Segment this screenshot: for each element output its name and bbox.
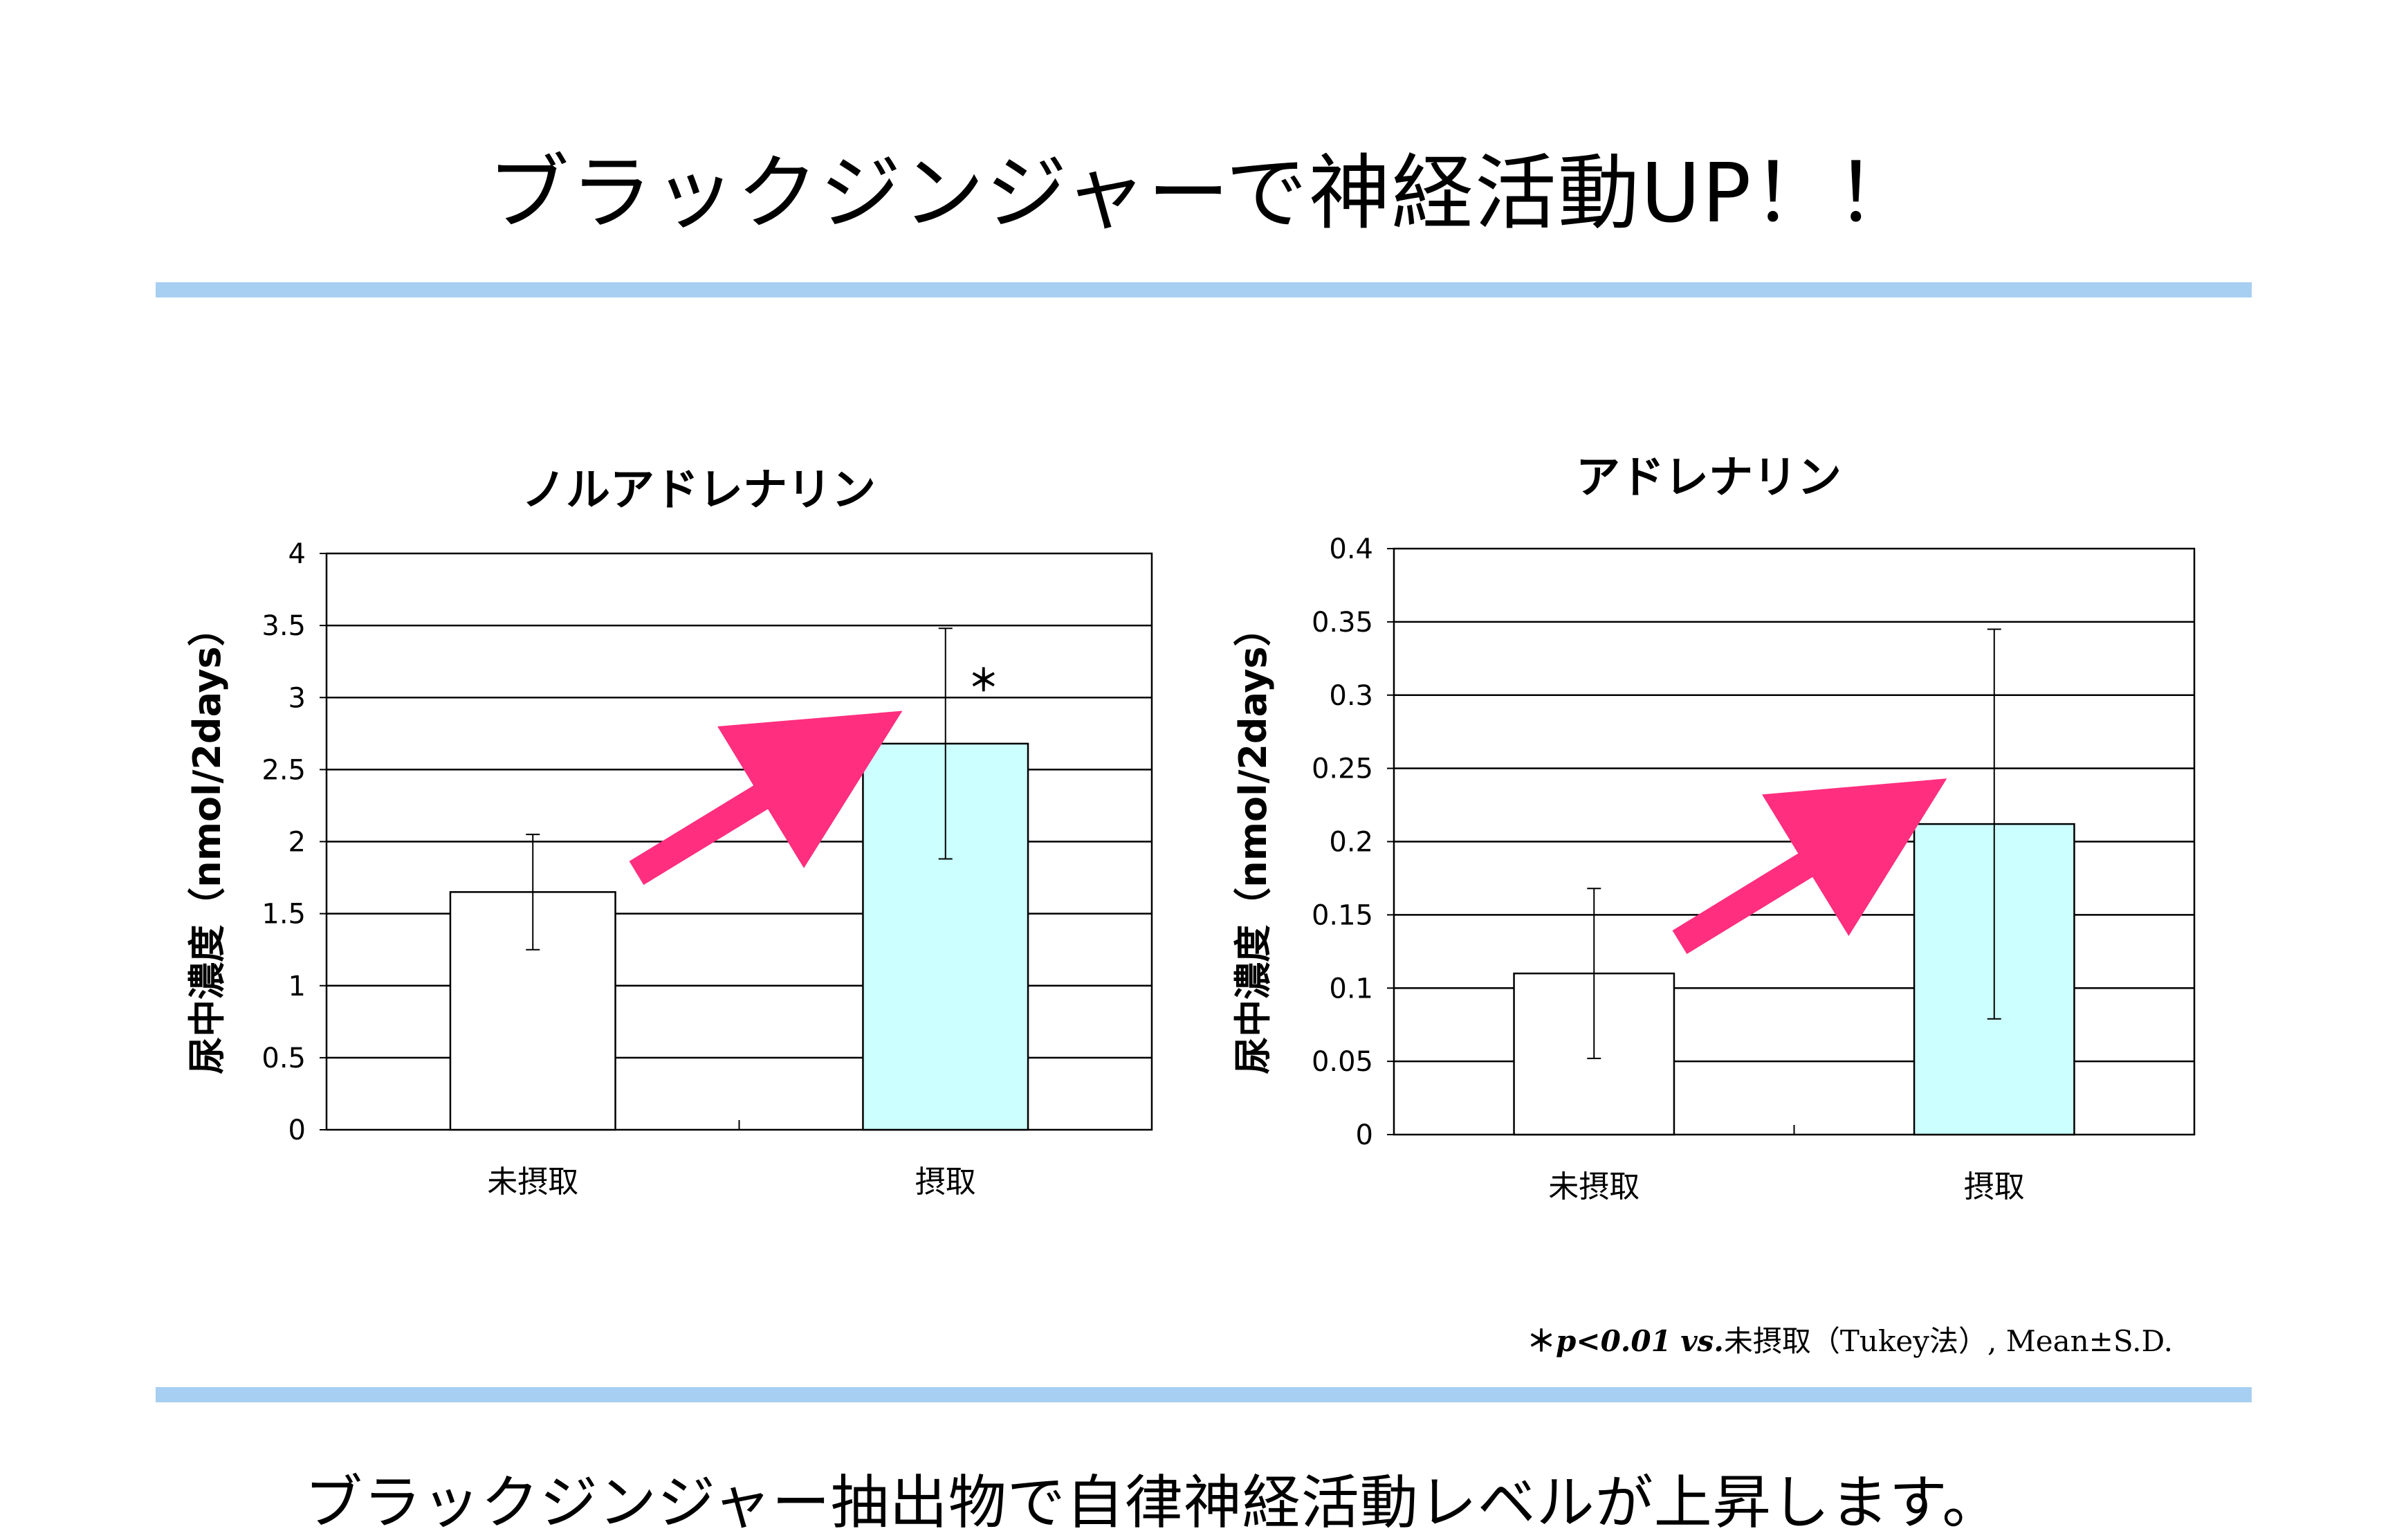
y-tick-label: 1 — [288, 971, 306, 1002]
footnote-star: ＊ — [1527, 1324, 1556, 1358]
footnote-text: 未摂取（Tukey法）, Mean±S.D. — [1723, 1324, 2173, 1358]
footnote-p-value: p<0.01 — [1556, 1324, 1671, 1358]
y-tick-label: 0.2 — [1329, 827, 1373, 859]
y-tick-label: 0.1 — [1329, 973, 1373, 1005]
header-divider — [156, 282, 2252, 297]
significance-marker: ＊ — [968, 663, 999, 698]
increase-arrow — [629, 711, 903, 886]
y-axis-label: 尿中濃度（nmol/2days） — [185, 609, 229, 1074]
y-tick-label: 0.15 — [1312, 899, 1373, 931]
y-tick-label: 0.5 — [261, 1043, 306, 1074]
y-tick-label: 3 — [288, 682, 306, 714]
y-tick-label: 2 — [288, 827, 306, 859]
x-tick-label: 摂取 — [1964, 1169, 2025, 1204]
footnote-vs: vs. — [1680, 1324, 1724, 1358]
y-tick-label: 0 — [288, 1115, 306, 1146]
y-tick-label: 1.5 — [261, 899, 306, 931]
chart-title: アドレナリン — [1576, 452, 1842, 504]
y-tick-label: 0.35 — [1312, 607, 1373, 639]
y-tick-label: 0 — [1356, 1119, 1373, 1151]
y-tick-label: 0.05 — [1312, 1046, 1373, 1078]
x-tick-label: 摂取 — [915, 1164, 976, 1200]
summary-text: ブラックジンジャー抽出物で自律神経活動レベルが上昇します。 — [304, 1469, 2001, 1537]
y-axis-label: 尿中濃度（nmol/2days） — [1231, 609, 1275, 1074]
y-tick-label: 0.4 — [1329, 533, 1373, 565]
y-tick-label: 3.5 — [261, 610, 306, 642]
noradrenaline-chart: ノルアドレナリン 0 0.5 1 1.5 2 2.5 3 3.5 4 尿中濃度（nmol/2days… — [185, 465, 1153, 1200]
x-tick-label: 未摂取 — [1548, 1169, 1640, 1204]
page-title: ブラックジンジャーで神経活動UP！！ — [487, 145, 1919, 241]
chart-title: ノルアドレナリン — [522, 465, 876, 516]
y-tick-label: 0.25 — [1312, 753, 1373, 785]
footer-divider — [156, 1387, 2252, 1402]
y-tick-label: 4 — [288, 538, 306, 570]
y-tick-label: 0.3 — [1329, 680, 1373, 712]
adrenaline-chart: アドレナリン 0 0.05 0.1 0.15 0.2 0.25 0.3 0.35 0.4 尿中濃度（… — [1231, 452, 2196, 1204]
increase-arrow — [1672, 778, 1947, 955]
x-tick-label: 未摂取 — [487, 1164, 578, 1200]
y-tick-label: 2.5 — [261, 754, 306, 786]
footnote: ＊p<0.01 vs.未摂取（Tukey法）, Mean±S.D. — [1527, 1318, 2173, 1360]
